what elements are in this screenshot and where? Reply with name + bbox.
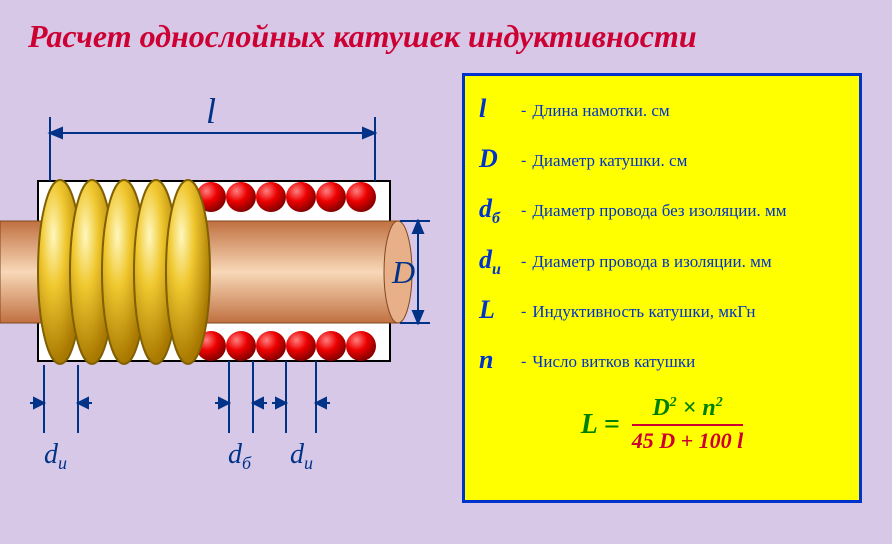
dash: - bbox=[521, 303, 526, 321]
dim-du-left bbox=[30, 365, 92, 433]
legend-sym: l bbox=[479, 94, 519, 128]
legend-row-l: l - Длина намотки. см bbox=[479, 94, 845, 128]
formula-numerator: D2 × n2 bbox=[632, 395, 744, 426]
legend-text: Длина намотки. см bbox=[532, 101, 669, 121]
formula-denominator: 45 D + 100 l bbox=[632, 426, 744, 454]
legend-row-L: L - Индуктивность катушки, мкГн bbox=[479, 295, 845, 329]
gold-turns bbox=[38, 180, 210, 364]
label-db: dб bbox=[228, 439, 252, 473]
legend-panel: l - Длина намотки. см D - Диаметр катушк… bbox=[462, 73, 862, 503]
label-l: l bbox=[206, 91, 216, 131]
legend-sym: dб bbox=[479, 194, 519, 228]
legend-sym: du bbox=[479, 245, 519, 279]
legend-sym: n bbox=[479, 345, 519, 379]
formula-lhs: L = bbox=[581, 409, 620, 441]
page-title: Расчет однослойных катушек индуктивности bbox=[0, 0, 892, 55]
label-du-right: du bbox=[290, 439, 313, 473]
legend-text: Диаметр провода в изоляции. мм bbox=[532, 252, 771, 272]
dash: - bbox=[521, 202, 526, 220]
content-row: l D du bbox=[0, 55, 892, 503]
dash: - bbox=[521, 102, 526, 120]
legend-text: Число витков катушки bbox=[532, 352, 695, 372]
label-du-left: du bbox=[44, 439, 67, 473]
label-D: D bbox=[391, 254, 415, 290]
legend-text: Индуктивность катушки, мкГн bbox=[532, 302, 755, 322]
formula: L = D2 × n2 45 D + 100 l bbox=[479, 395, 845, 454]
legend-sym: L bbox=[479, 295, 519, 329]
dash: - bbox=[521, 353, 526, 371]
formula-fraction: D2 × n2 45 D + 100 l bbox=[632, 395, 744, 454]
dim-du-right bbox=[272, 361, 330, 433]
legend-sym: D bbox=[479, 144, 519, 178]
coil-diagram: l D du bbox=[0, 73, 440, 503]
dash: - bbox=[521, 253, 526, 271]
dash: - bbox=[521, 152, 526, 170]
legend-row-du: du - Диаметр провода в изоляции. мм bbox=[479, 245, 845, 279]
dim-db bbox=[215, 361, 267, 433]
legend-text: Диаметр катушки. см bbox=[532, 151, 687, 171]
legend-row-db: dб - Диаметр провода без изоляции. мм bbox=[479, 194, 845, 228]
legend-text: Диаметр провода без изоляции. мм bbox=[532, 201, 786, 221]
legend-row-D: D - Диаметр катушки. см bbox=[479, 144, 845, 178]
legend-row-n: n - Число витков катушки bbox=[479, 345, 845, 379]
